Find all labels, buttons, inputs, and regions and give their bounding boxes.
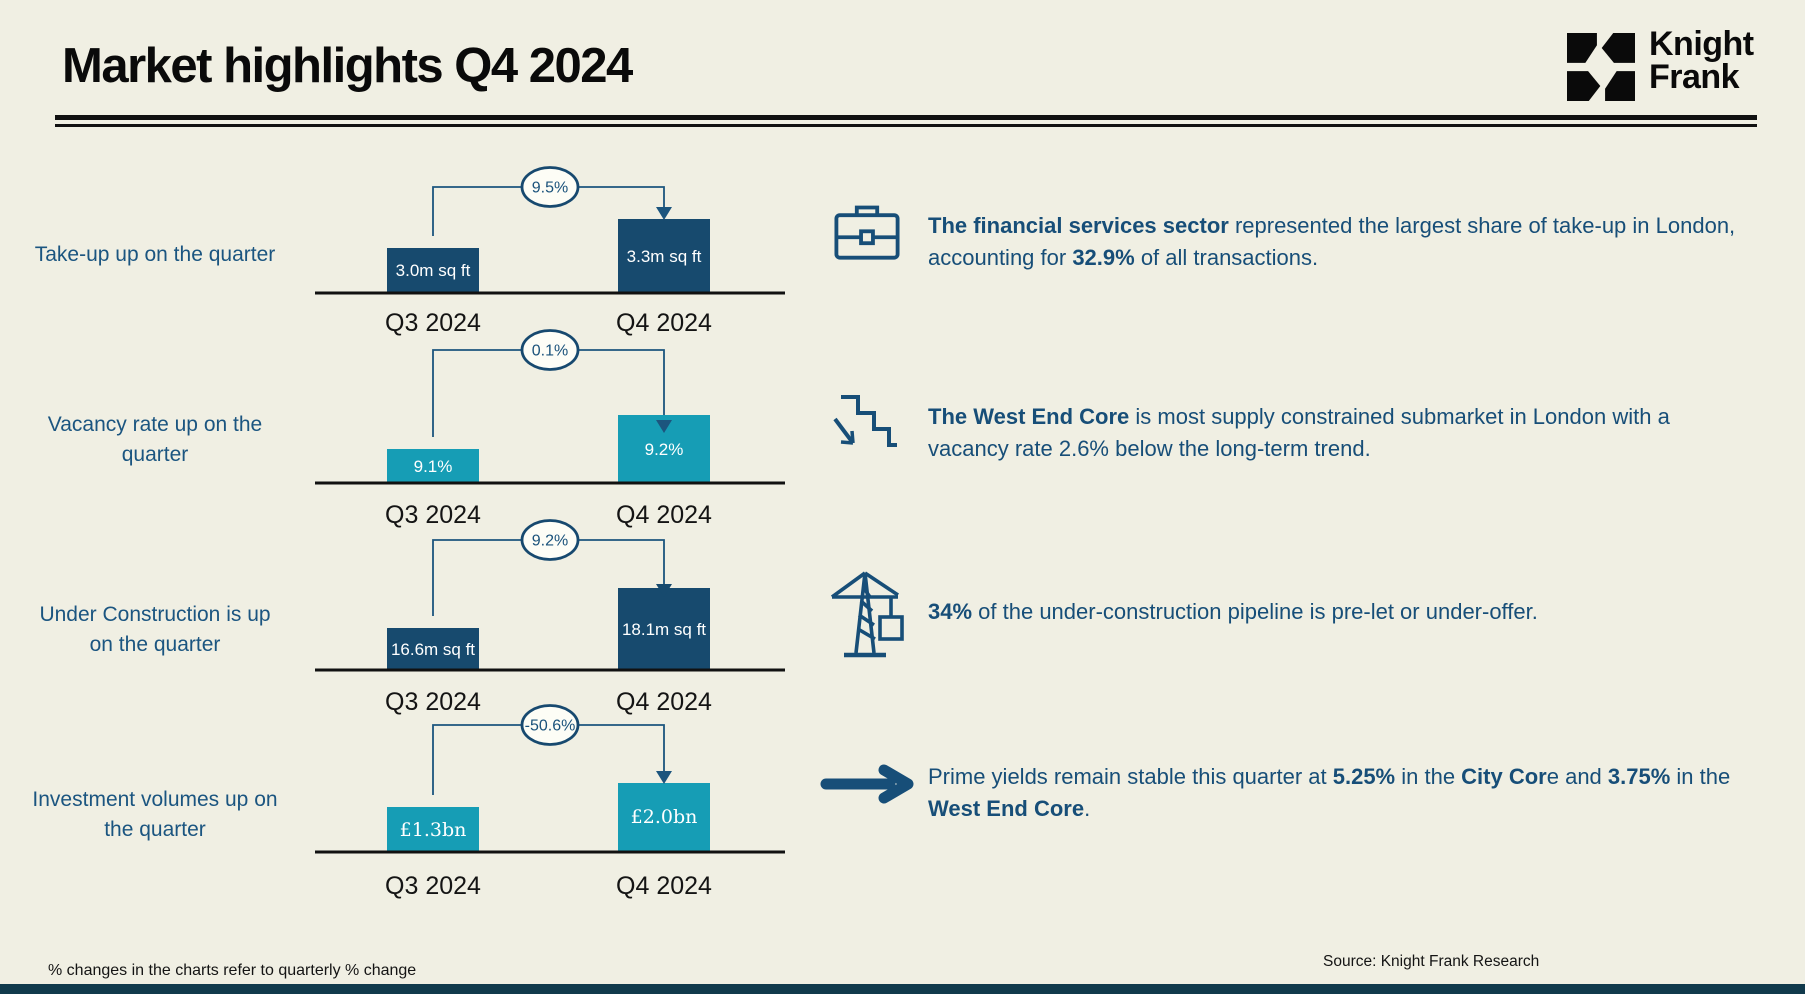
change-value: 9.5% [532, 180, 568, 197]
bar-q4-period: Q4 2024 [616, 872, 712, 900]
bar-q4-value: 9.2% [645, 440, 684, 459]
change-value: -50.6% [525, 718, 576, 735]
bottom-accent-bar [0, 984, 1805, 994]
bar-q4 [618, 588, 710, 670]
knight-frank-logo-icon [1567, 33, 1635, 101]
bar-q4 [618, 783, 710, 852]
insight-take-up: The financial services sector represente… [928, 213, 1736, 270]
logo-word-frank: Frank [1649, 58, 1740, 96]
logo-word-knight: Knight [1649, 25, 1754, 63]
metric-label-take-up: Take-up up on the quarter [34, 243, 276, 266]
bar-q3-period: Q3 2024 [385, 309, 481, 337]
bar-q3-period: Q3 2024 [385, 688, 481, 716]
change-bubble [520, 519, 580, 561]
bar-q3 [387, 248, 479, 293]
arrow-right-icon [820, 763, 916, 805]
footnote: % changes in the charts refer to quarter… [48, 962, 417, 979]
bar-q4-value: 18.1m sq ft [622, 620, 706, 639]
insight-vacancy: The West End Core is most supply constra… [928, 404, 1670, 461]
bar-q3-value: £1.3bn [400, 819, 467, 841]
bar-q3 [387, 628, 479, 670]
arrow-down-icon [656, 771, 672, 784]
bar-q4-period: Q4 2024 [616, 309, 712, 337]
bar-q3 [387, 807, 479, 852]
metric-label-investment: Investment volumes up on the quarter [32, 788, 278, 841]
knight-frank-logo-text: Knight Frank [1649, 25, 1754, 96]
bar-q3 [387, 449, 479, 483]
bar-q3-period: Q3 2024 [385, 872, 481, 900]
chart-investment: -50.6% £1.3bn £2.0bn Q3 2024 Q4 2024 [315, 704, 785, 900]
briefcase-icon [833, 202, 901, 264]
metric-label-vacancy: Vacancy rate up on the quarter [47, 413, 263, 466]
arrow-down-icon [656, 584, 672, 597]
bar-q3-period: Q3 2024 [385, 501, 481, 529]
bar-q4-value: 3.3m sq ft [627, 247, 702, 266]
title-divider [55, 115, 1757, 127]
chart-take-up: 9.5% 3.0m sq ft 3.3m sq ft Q3 2024 Q4 20… [315, 166, 785, 337]
crane-icon [820, 563, 910, 660]
stairs-down-icon [831, 393, 897, 463]
bar-q4-period: Q4 2024 [616, 501, 712, 529]
bar-q4 [618, 219, 710, 293]
knight-frank-logo: Knight Frank [1567, 25, 1754, 102]
change-bubble [520, 166, 580, 208]
chart-vacancy: 0.1% 9.1% 9.2% Q3 2024 Q4 2024 [315, 329, 785, 529]
change-bubble [520, 704, 580, 746]
bar-q4-period: Q4 2024 [616, 688, 712, 716]
metric-label-construction: Under Construction is up on the quarter [39, 603, 271, 656]
change-value: 9.2% [532, 533, 568, 550]
arrow-down-icon [656, 207, 672, 220]
insight-construction: 34% of the under-construction pipeline i… [928, 599, 1538, 624]
bar-q3-value: 16.6m sq ft [391, 640, 475, 659]
bar-q4-value: £2.0bn [631, 806, 698, 828]
arrow-down-icon [656, 420, 672, 433]
chart-construction: 9.2% 16.6m sq ft 18.1m sq ft Q3 2024 Q4 … [315, 519, 785, 716]
change-value: 0.1% [532, 343, 568, 360]
bar-q3-value: 3.0m sq ft [396, 261, 471, 280]
source-credit: Source: Knight Frank Research [1323, 953, 1540, 970]
insight-yields: Prime yields remain stable this quarter … [928, 764, 1731, 821]
bar-q3-value: 9.1% [414, 457, 453, 476]
change-bubble [520, 329, 580, 371]
page-title: Market highlights Q4 2024 [62, 39, 633, 93]
